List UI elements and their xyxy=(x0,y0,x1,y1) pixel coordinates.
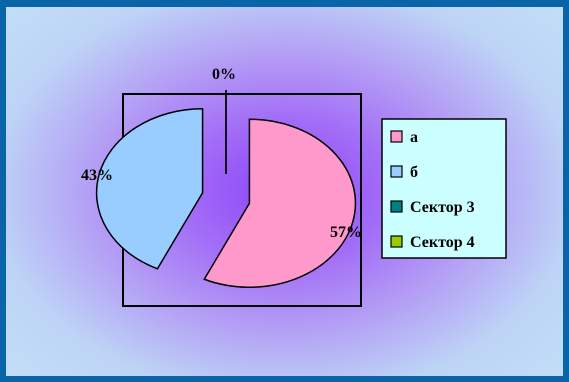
legend-swatch-3 xyxy=(390,200,403,213)
pie-slice-2 xyxy=(95,108,204,270)
legend-label-2: б xyxy=(410,164,418,181)
data-label-3: 0% xyxy=(212,66,236,83)
legend-label-1: а xyxy=(410,129,418,146)
legend-label-3: Сектор 3 xyxy=(410,199,475,216)
legend-label-4: Сектор 4 xyxy=(410,234,475,251)
data-label-2: 43% xyxy=(81,167,113,184)
legend-swatch-1 xyxy=(390,130,403,143)
data-label-1: 57% xyxy=(330,224,362,241)
pie-slice-1 xyxy=(203,118,357,288)
legend-box xyxy=(381,118,507,259)
legend-swatch-4 xyxy=(390,235,403,248)
legend-swatch-2 xyxy=(390,165,403,178)
